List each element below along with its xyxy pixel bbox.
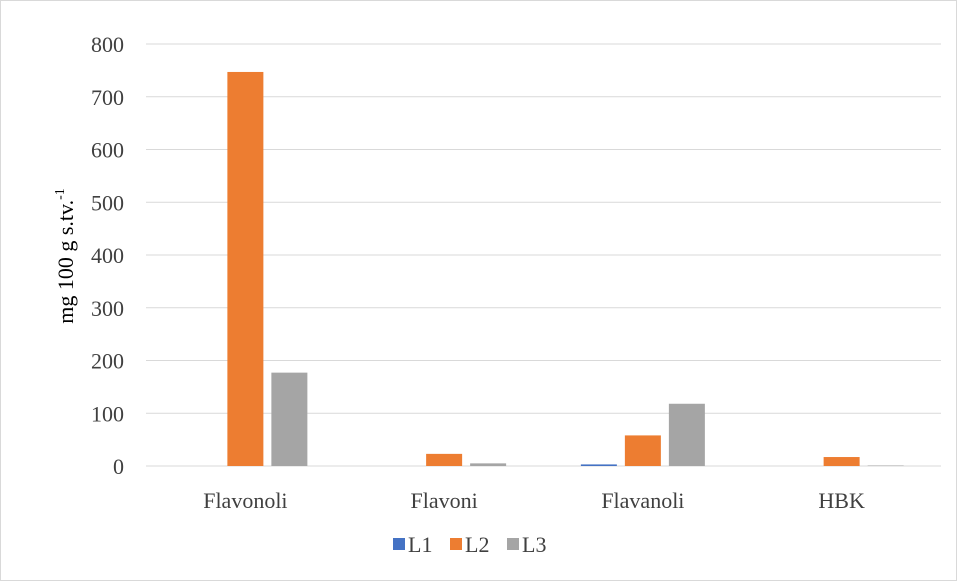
x-tick-labels: Flavonoli Flavoni Flavanoli HBK <box>203 488 865 513</box>
bar-l3-flavanoli <box>668 403 705 466</box>
x-tick-label: Flavoni <box>411 488 478 513</box>
legend-swatch-l2 <box>450 538 462 550</box>
y-tick-label: 800 <box>91 32 124 57</box>
legend-swatch-l3 <box>507 538 519 550</box>
bar-l2-hbk <box>823 457 860 466</box>
y-axis-label-main: mg 100 g s.tv. <box>53 200 78 324</box>
y-tick-label: 700 <box>91 85 124 110</box>
y-axis-label-superscript: -1 <box>53 188 68 200</box>
y-tick-label: 200 <box>91 349 124 374</box>
bars <box>227 71 904 467</box>
y-tick-label: 100 <box>91 401 124 426</box>
y-tick-label: 300 <box>91 296 124 321</box>
bar-l2-flavoni <box>426 453 463 466</box>
y-tick-label: 500 <box>91 190 124 215</box>
bar-l2-flavonoli <box>227 71 264 467</box>
bar-l3-flavoni <box>470 463 507 466</box>
y-tick-label: 400 <box>91 243 124 268</box>
gridlines <box>146 43 941 467</box>
legend-label-l3: L3 <box>522 532 546 557</box>
y-tick-label: 0 <box>113 454 124 479</box>
legend: L1 L2 L3 <box>393 532 546 557</box>
y-tick-labels: 0 100 200 300 400 500 600 700 800 <box>91 32 124 479</box>
x-tick-label: HBK <box>818 488 865 513</box>
y-tick-label: 600 <box>91 138 124 163</box>
x-tick-label: Flavonoli <box>203 488 287 513</box>
legend-swatch-l1 <box>393 538 405 550</box>
bar-l1-flavanoli <box>580 464 617 466</box>
bar-l3-hbk <box>867 465 904 466</box>
legend-label-l1: L1 <box>408 532 432 557</box>
x-tick-label: Flavanoli <box>601 488 684 513</box>
y-axis-label: mg 100 g s.tv.-1 <box>53 188 78 324</box>
legend-label-l2: L2 <box>465 532 489 557</box>
bar-l3-flavonoli <box>271 372 308 466</box>
bar-l2-flavanoli <box>624 435 661 466</box>
